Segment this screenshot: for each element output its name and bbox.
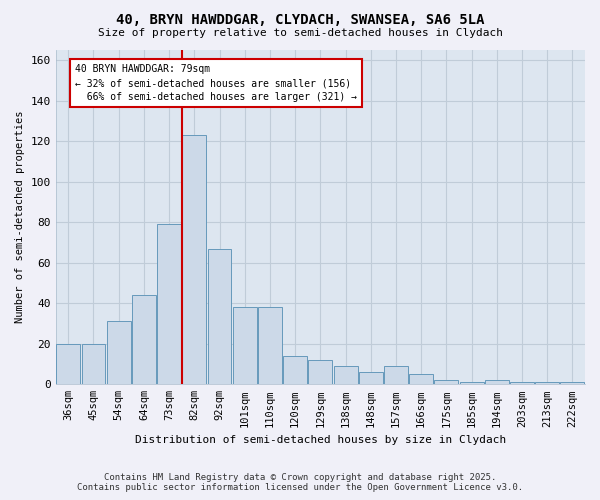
Text: 40 BRYN HAWDDGAR: 79sqm
← 32% of semi-detached houses are smaller (156)
  66% of: 40 BRYN HAWDDGAR: 79sqm ← 32% of semi-de… <box>76 64 358 102</box>
X-axis label: Distribution of semi-detached houses by size in Clydach: Distribution of semi-detached houses by … <box>135 435 506 445</box>
Bar <box>82 344 106 385</box>
Bar <box>535 382 559 384</box>
Bar <box>308 360 332 384</box>
Bar <box>208 248 232 384</box>
Bar <box>384 366 408 384</box>
Y-axis label: Number of semi-detached properties: Number of semi-detached properties <box>15 111 25 324</box>
Bar <box>510 382 534 384</box>
Bar <box>182 135 206 384</box>
Bar <box>283 356 307 384</box>
Bar <box>107 322 131 384</box>
Bar <box>258 308 282 384</box>
Bar <box>560 382 584 384</box>
Bar <box>434 380 458 384</box>
Bar <box>132 295 156 384</box>
Bar <box>157 224 181 384</box>
Text: 40, BRYN HAWDDGAR, CLYDACH, SWANSEA, SA6 5LA: 40, BRYN HAWDDGAR, CLYDACH, SWANSEA, SA6… <box>116 12 484 26</box>
Bar <box>359 372 383 384</box>
Bar <box>233 308 257 384</box>
Text: Contains HM Land Registry data © Crown copyright and database right 2025.
Contai: Contains HM Land Registry data © Crown c… <box>77 473 523 492</box>
Bar <box>460 382 484 384</box>
Text: Size of property relative to semi-detached houses in Clydach: Size of property relative to semi-detach… <box>97 28 503 38</box>
Bar <box>56 344 80 385</box>
Bar <box>485 380 509 384</box>
Bar <box>409 374 433 384</box>
Bar <box>334 366 358 384</box>
